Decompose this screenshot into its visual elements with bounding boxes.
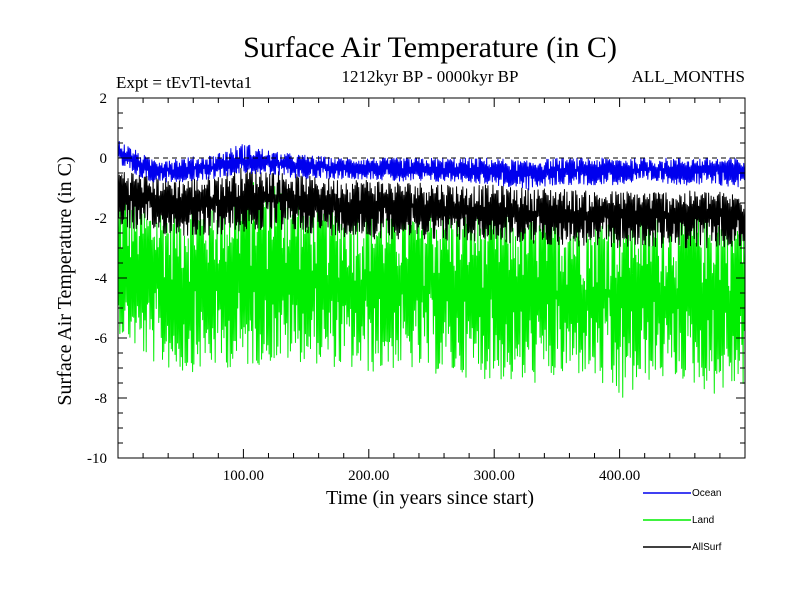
x-axis: 100.00 200.00 300.00 400.00 [142, 98, 721, 484]
series-layer [118, 140, 745, 398]
legend-label-ocean: Ocean [692, 488, 721, 499]
y-tick-label: -2 [95, 211, 108, 227]
y-tick-label: -6 [95, 331, 108, 347]
series-allsurf [118, 167, 745, 249]
legend-label-land: Land [692, 515, 714, 526]
x-tick-label: 300.00 [474, 468, 515, 484]
y-tick-label: -4 [95, 271, 108, 287]
y-axis: 2 0 -2 -4 -6 -8 -10 [87, 91, 745, 467]
experiment-label: Expt = tEvTl-tevta1 [116, 73, 252, 92]
x-tick-label: 200.00 [348, 468, 389, 484]
y-tick-label: 2 [100, 91, 108, 107]
y-tick-label: 0 [100, 151, 108, 167]
x-tick-label: 100.00 [223, 468, 264, 484]
y-axis-label: Surface Air Temperature (in C) [54, 156, 76, 405]
x-axis-label: Time (in years since start) [326, 487, 534, 509]
series-ocean [118, 140, 745, 191]
x-tick-label: 400.00 [599, 468, 640, 484]
y-tick-label: -10 [87, 451, 107, 467]
legend-label-allsurf: AllSurf [692, 542, 722, 553]
y-tick-label: -8 [95, 391, 108, 407]
months-label: ALL_MONTHS [632, 67, 745, 86]
time-range-label: 1212kyr BP - 0000kyr BP [342, 67, 519, 86]
series-land [118, 181, 745, 398]
chart-title: Surface Air Temperature (in C) [243, 31, 617, 64]
legend: Ocean Land AllSurf [643, 488, 722, 553]
